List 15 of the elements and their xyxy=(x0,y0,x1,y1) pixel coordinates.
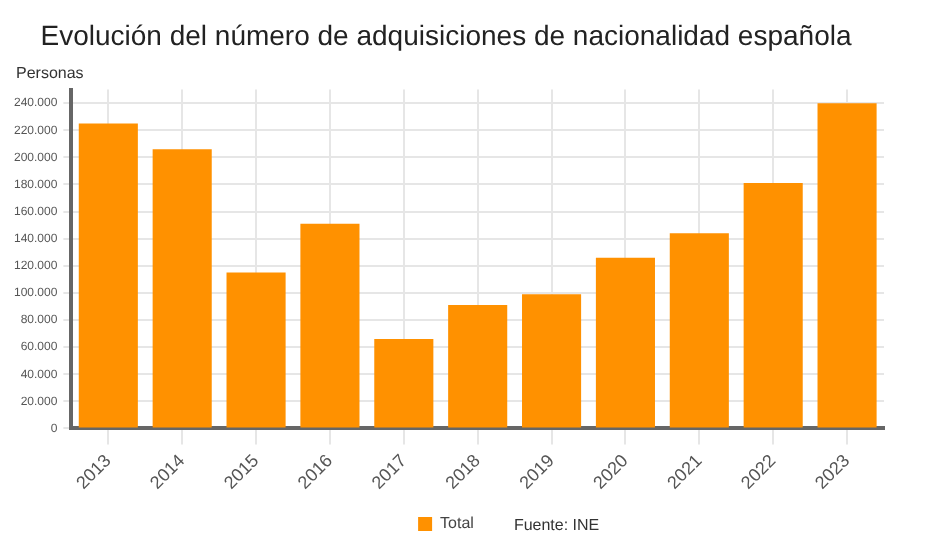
bar xyxy=(226,272,286,428)
bar xyxy=(448,305,508,428)
bar xyxy=(78,123,138,428)
bar xyxy=(522,294,582,428)
bar xyxy=(743,183,803,428)
bar xyxy=(595,257,655,428)
bar xyxy=(374,338,434,428)
bar xyxy=(152,149,212,428)
bar xyxy=(669,233,729,428)
y-axis-title: Personas xyxy=(16,64,84,83)
source-note: Fuente: INE xyxy=(513,516,600,535)
bar xyxy=(817,103,877,428)
bar xyxy=(300,223,360,428)
chart-title: Evolución del número de adquisiciones de nacionalidad española xyxy=(40,18,852,51)
legend-label: Total xyxy=(440,514,475,533)
